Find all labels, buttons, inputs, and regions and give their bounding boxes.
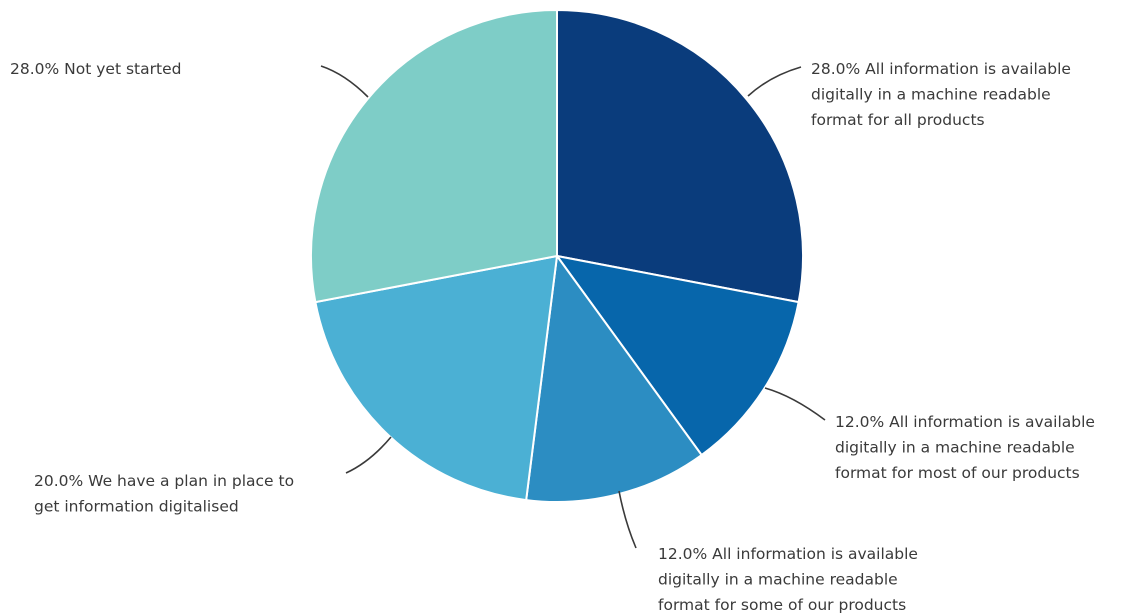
slice-label-line: get information digitalised: [34, 498, 239, 516]
slice-label-percent-line: 28.0% Not yet started: [10, 60, 181, 78]
slice-label-line: digitally in a machine readable: [658, 571, 898, 589]
pie-slices: [310, 8, 804, 503]
slice-label-5: 28.0% Not yet started: [10, 60, 181, 78]
slice-label-percent-line: 28.0% All information is available: [811, 60, 1071, 78]
slice-label-line: format for most of our products: [835, 464, 1080, 482]
slice-labels: 28.0% All information is available digita…: [10, 60, 1095, 613]
leader-line-1: [747, 66, 802, 97]
slice-label-line: digitally in a machine readable: [811, 86, 1051, 104]
pie-slice-3: [525, 253, 703, 503]
slice-label-line: format for some of our products: [658, 596, 906, 613]
slice-label-2: 12.0% All information is available digita…: [835, 413, 1095, 482]
slice-label-line: format for all products: [811, 111, 985, 129]
leader-line-5: [320, 65, 369, 98]
pie-slice-4: [314, 254, 559, 502]
slice-label-percent-line: 12.0% All information is available: [658, 545, 918, 563]
slice-label-line: digitally in a machine readable: [835, 439, 1075, 457]
slice-label-percent-line: 20.0% We have a plan in place to: [34, 472, 294, 490]
slice-label-1: 28.0% All information is available digita…: [811, 60, 1071, 129]
pie-slice-5: [310, 8, 558, 304]
leader-line-3: [618, 490, 637, 549]
leader-line-2: [764, 387, 826, 421]
pie-slice-2: [554, 254, 800, 457]
leader-line-4: [345, 436, 392, 474]
slice-label-4: 20.0% We have a plan in place to get info…: [34, 472, 294, 516]
pie-slice-1: [556, 8, 804, 304]
slice-label-3: 12.0% All information is available digita…: [658, 545, 918, 613]
leader-lines: [320, 65, 826, 549]
slice-label-percent-line: 12.0% All information is available: [835, 413, 1095, 431]
